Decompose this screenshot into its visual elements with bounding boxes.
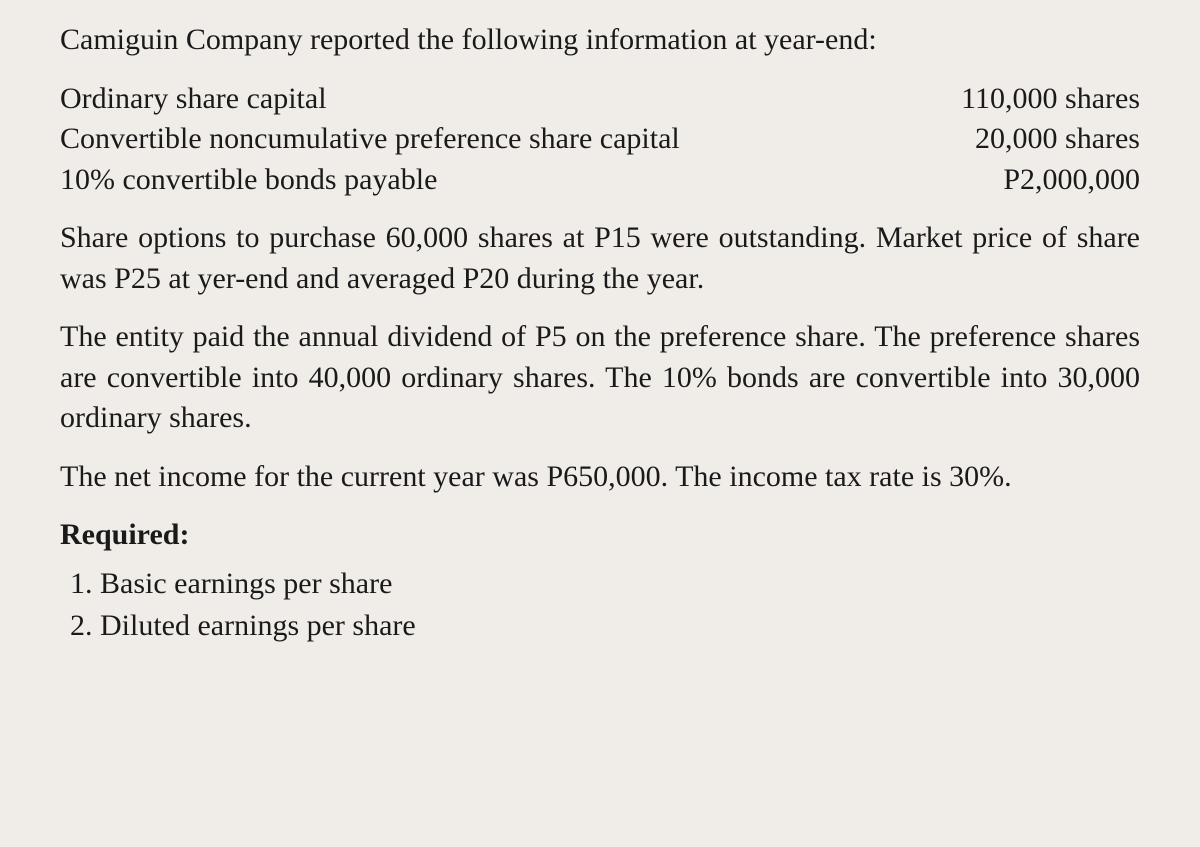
intro-text: Camiguin Company reported the following … (60, 20, 1140, 61)
table-row: 10% convertible bonds payable P2,000,000 (60, 160, 1140, 201)
paragraph-dividend: The entity paid the annual dividend of P… (60, 317, 1140, 439)
paragraph-netincome: The net income for the current year was … (60, 457, 1140, 498)
capital-value: 110,000 shares (898, 79, 1140, 120)
problem-page: Camiguin Company reported the following … (0, 0, 1200, 669)
capital-value: P2,000,000 (898, 160, 1140, 201)
table-row: Ordinary share capital 110,000 shares (60, 79, 1140, 120)
table-row: Convertible noncumulative preference sha… (60, 119, 1140, 160)
requirements-list: Basic earnings per share Diluted earning… (60, 564, 1140, 647)
capital-label: Ordinary share capital (60, 79, 898, 120)
list-item: Diluted earnings per share (100, 606, 1140, 647)
capital-table: Ordinary share capital 110,000 shares Co… (60, 79, 1140, 201)
capital-label: Convertible noncumulative preference sha… (60, 119, 898, 160)
capital-label: 10% convertible bonds payable (60, 160, 898, 201)
list-item: Basic earnings per share (100, 564, 1140, 605)
capital-value: 20,000 shares (898, 119, 1140, 160)
paragraph-options: Share options to purchase 60,000 shares … (60, 218, 1140, 299)
required-label: Required: (60, 515, 1140, 556)
